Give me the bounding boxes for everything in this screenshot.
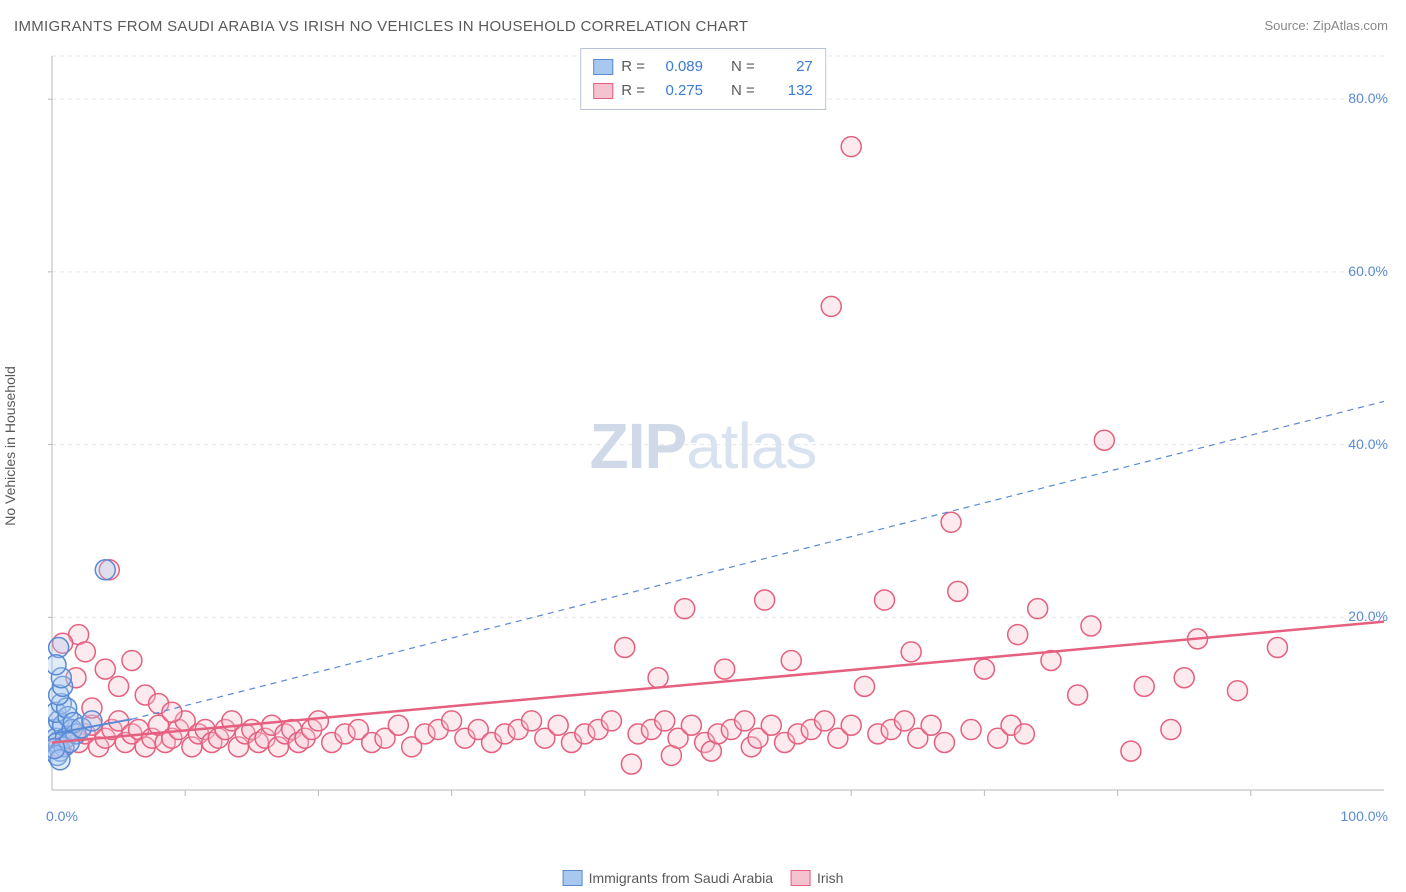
y-tick-label: 40.0% (1348, 436, 1388, 452)
n-value-series1: 27 (763, 55, 813, 79)
swatch-series1-bottom (563, 870, 583, 886)
n-label: N = (731, 55, 755, 79)
stats-row-series2: R = 0.275 N = 132 (593, 79, 813, 103)
source-attribution: Source: ZipAtlas.com (1264, 18, 1388, 33)
x-axis-legend: Immigrants from Saudi Arabia Irish (563, 870, 844, 886)
source-label: Source: (1264, 18, 1312, 33)
n-label: N = (731, 79, 755, 103)
source-link[interactable]: ZipAtlas.com (1313, 18, 1388, 33)
x-max-label: 100.0% (1341, 808, 1388, 824)
scatter-plot (48, 48, 1388, 838)
y-tick-label: 20.0% (1348, 608, 1388, 624)
swatch-series2-bottom (791, 870, 811, 886)
swatch-series1 (593, 59, 613, 75)
legend-item-series2: Irish (791, 870, 843, 886)
r-value-series1: 0.089 (653, 55, 703, 79)
stats-legend-box: R = 0.089 N = 27 R = 0.275 N = 132 (580, 48, 826, 110)
x-min-label: 0.0% (46, 808, 78, 824)
r-value-series2: 0.275 (653, 79, 703, 103)
y-tick-label: 80.0% (1348, 90, 1388, 106)
r-label: R = (621, 55, 645, 79)
stats-row-series1: R = 0.089 N = 27 (593, 55, 813, 79)
y-tick-label: 60.0% (1348, 263, 1388, 279)
y-axis-label: No Vehicles in Household (2, 366, 18, 526)
swatch-series2 (593, 83, 613, 99)
legend-label-series2: Irish (817, 870, 843, 886)
legend-item-series1: Immigrants from Saudi Arabia (563, 870, 773, 886)
r-label: R = (621, 79, 645, 103)
legend-label-series1: Immigrants from Saudi Arabia (589, 870, 773, 886)
chart-title: IMMIGRANTS FROM SAUDI ARABIA VS IRISH NO… (14, 18, 748, 35)
n-value-series2: 132 (763, 79, 813, 103)
